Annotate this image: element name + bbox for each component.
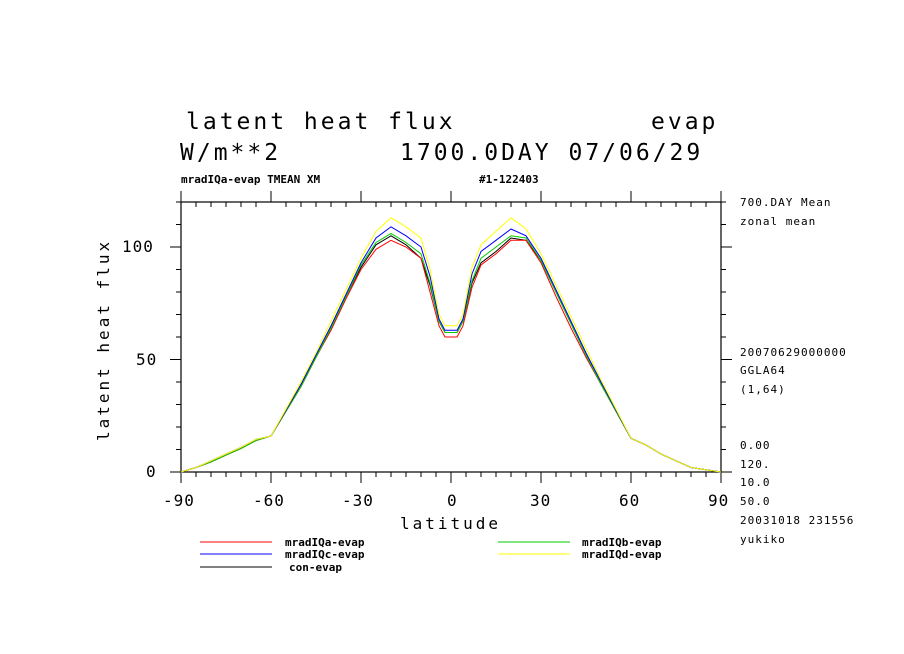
legend-label-c: mradIQc-evap: [285, 548, 365, 561]
variable-name: evap: [651, 109, 719, 135]
x-tick-label: -90: [163, 491, 195, 510]
x-axis-label: latitude: [400, 514, 502, 533]
date-info: 20070629000000: [740, 346, 847, 359]
series-line-mradIQb-evap: [180, 232, 722, 473]
legend-label-con: con-evap: [289, 561, 342, 574]
x-tick-label: 60: [619, 491, 641, 510]
y-tick-label: 50: [136, 350, 158, 369]
index-info: (1,64): [740, 383, 786, 396]
x-tick-label: -60: [253, 491, 285, 510]
time-info: 1700.0DAY 07/06/29: [400, 140, 704, 166]
series-line-mradIQa-evap: [180, 239, 722, 473]
units-label: W/m**2: [180, 140, 282, 166]
value-info-2: 120.: [740, 458, 771, 471]
user-info: yukiko: [740, 533, 786, 546]
legend-label-b: mradIQb-evap: [582, 536, 662, 549]
y-tick-label: 0: [146, 462, 157, 481]
x-tick-label: 30: [530, 491, 552, 510]
series-line-con-evap: [180, 235, 722, 473]
mean-info: 700.DAY Mean: [740, 196, 832, 209]
series-line-mradIQd-evap: [180, 217, 722, 473]
legend-label-a: mradIQa-evap: [285, 536, 365, 549]
grid-info: GGLA64: [740, 364, 786, 377]
zonal-info: zonal mean: [740, 215, 817, 228]
value-info-3: 10.0: [740, 476, 771, 489]
x-tick-label: 0: [447, 491, 458, 510]
x-tick-label: 90: [708, 491, 730, 510]
experiment-label: mradIQa-evap TMEAN XM: [181, 173, 321, 186]
timestamp-info: 20031018 231556: [740, 514, 855, 527]
value-info-4: 50.0: [740, 495, 771, 508]
legend-label-d: mradIQd-evap: [582, 548, 662, 561]
value-info-1: 0.00: [740, 439, 771, 452]
series-line-mradIQc-evap: [180, 226, 722, 473]
y-tick-label: 100: [122, 237, 154, 256]
x-tick-label: -30: [342, 491, 374, 510]
run-id-label: #1-122403: [479, 173, 539, 186]
chart-title: latent heat flux: [186, 109, 456, 135]
